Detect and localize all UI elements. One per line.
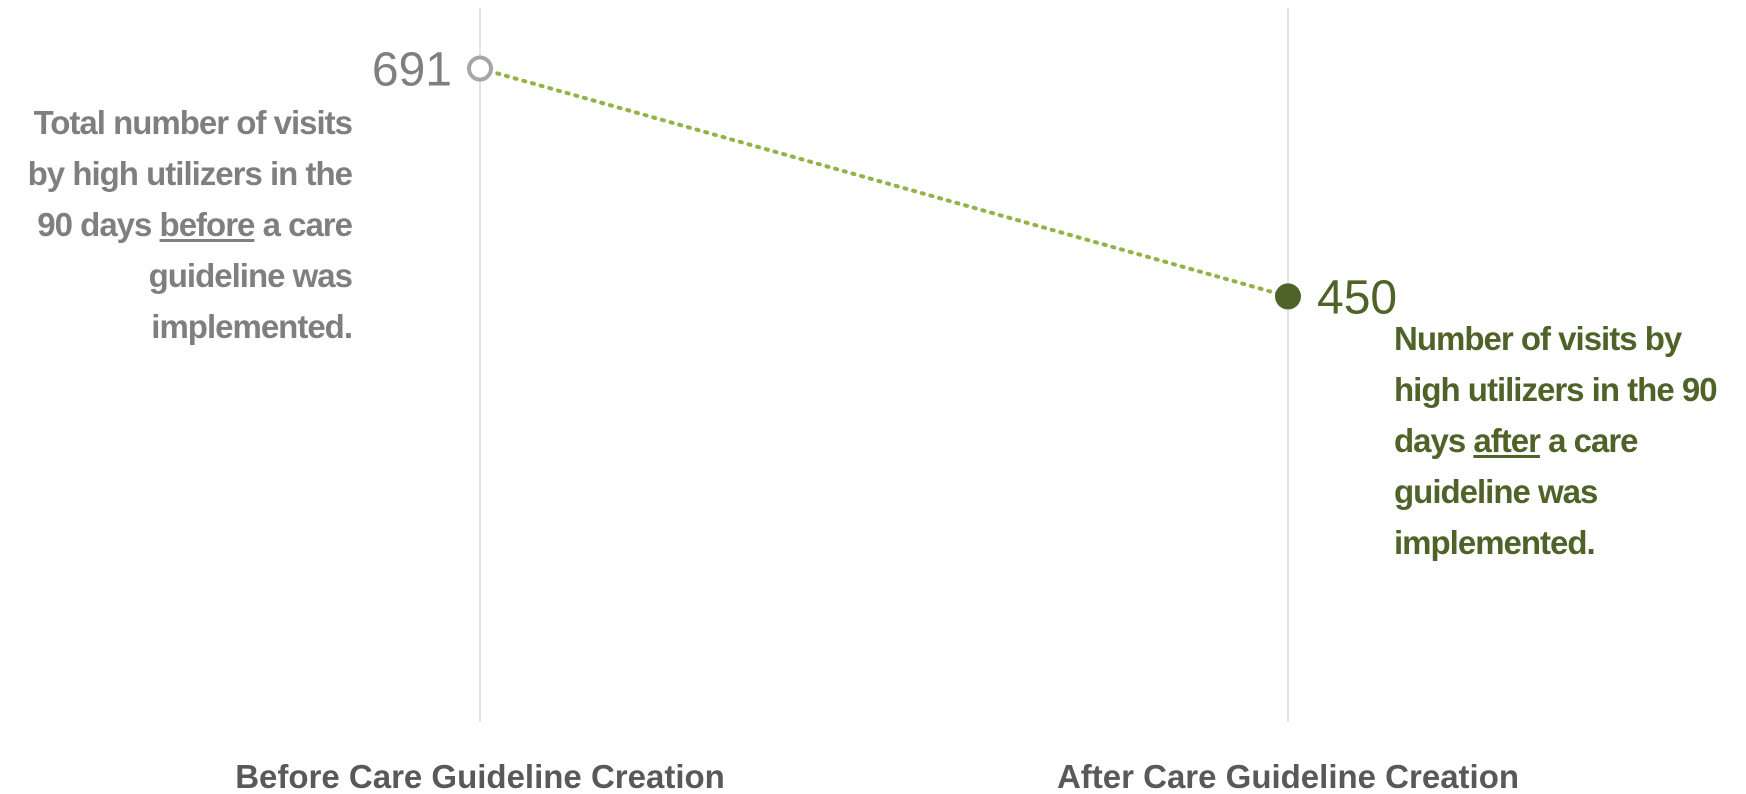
annotation-after-pre: Number of visits by high utilizers in th… bbox=[1394, 320, 1718, 459]
category-label-before: Before Care Guideline Creation bbox=[235, 758, 725, 794]
data-point-after bbox=[1275, 283, 1301, 310]
annotation-before-pre: Total number of visits by high utilizers… bbox=[27, 104, 353, 243]
series-line bbox=[478, 66, 1290, 299]
data-label-before: 691 bbox=[372, 44, 452, 97]
data-point-before bbox=[467, 55, 493, 82]
category-label-after: After Care Guideline Creation bbox=[1057, 758, 1519, 794]
annotation-after-emphasis: after bbox=[1473, 422, 1541, 459]
annotation-after-post: a care guideline was implemented. bbox=[1394, 422, 1639, 561]
annotation-before: Total number of visits by high utilizers… bbox=[10, 97, 353, 352]
annotation-before-post: a care guideline was implemented. bbox=[148, 206, 353, 345]
annotation-after: Number of visits by high utilizers in th… bbox=[1394, 313, 1746, 568]
data-label-after: 450 bbox=[1317, 271, 1397, 324]
annotation-before-emphasis: before bbox=[159, 206, 256, 243]
